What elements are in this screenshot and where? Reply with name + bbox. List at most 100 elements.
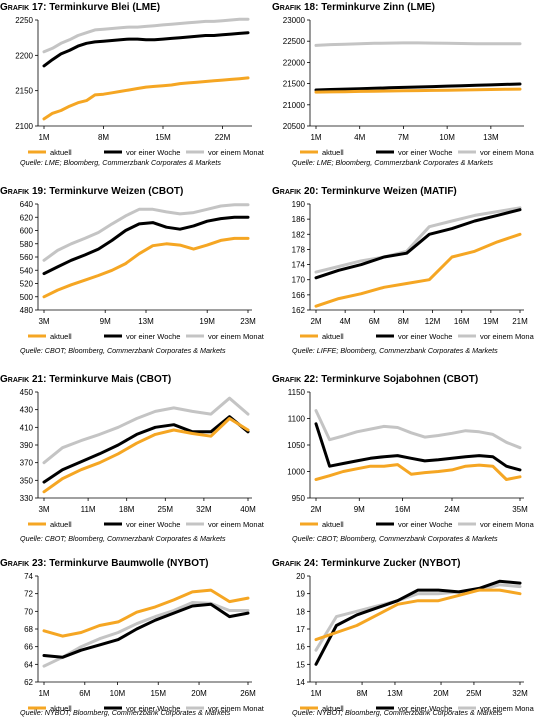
legend-label-aktuell: aktuell — [50, 148, 72, 157]
panel-blei: Grafik 17: Terminkurve Blei (LME) 2100 21… — [0, 2, 265, 172]
y-tick-label: 70 — [24, 607, 33, 616]
chart-title: Grafik 22: Terminkurve Sojabohnen (CBOT) — [272, 374, 478, 385]
chart-title-text: Terminkurve Zinn (LME) — [321, 2, 435, 13]
x-tick-label: 1M — [310, 133, 321, 142]
x-tick-label: 21M — [512, 317, 528, 326]
chart-label: Grafik 21: — [0, 374, 47, 385]
x-tick-label: 2M — [310, 505, 321, 514]
x-tick-label: 1M — [38, 133, 49, 142]
chart-blei: 2100 2150 2200 2250 1M 8M 15M 22M aktuell vor ein… — [15, 16, 265, 157]
y-tick-label: 2150 — [15, 87, 33, 96]
x-tick-label: 32M — [512, 689, 528, 698]
x-tick-label: 8M — [357, 689, 368, 698]
panel-weizen-matif: Grafik 20: Terminkurve Weizen (MATIF) 16… — [272, 186, 534, 356]
y-tick-label: 22000 — [283, 58, 306, 67]
y-tick-label: 350 — [20, 476, 34, 485]
series-line-vor-einem-monat — [314, 41, 522, 47]
x-tick-label: 12M — [425, 317, 441, 326]
panel-zinn: Grafik 18: Terminkurve Zinn (LME) 20500 2… — [272, 2, 534, 172]
series-line-vor-einer-woche — [42, 215, 250, 276]
y-tick-label: 620 — [20, 213, 34, 222]
y-tick-label: 330 — [20, 494, 34, 503]
chart-zinn: 20500 21000 21500 22000 22500 23000 1M 4M 7M 10M 1… — [283, 16, 534, 157]
series-line-aktuell — [42, 417, 250, 494]
legend-label-vor-einem-monat: vor einem Monat — [208, 332, 265, 341]
x-tick-label: 22M — [215, 133, 231, 142]
chart-title-text: Terminkurve Weizen (MATIF) — [321, 186, 457, 197]
chart-source: Quelle: LME; Bloomberg, Commerzbank Corp… — [20, 158, 221, 167]
y-tick-label: 15 — [296, 660, 305, 669]
y-tick-label: 162 — [292, 306, 306, 315]
x-tick-label: 26M — [240, 689, 256, 698]
series-line-vor-einer-woche — [314, 208, 522, 280]
y-tick-label: 450 — [20, 388, 34, 397]
y-tick-label: 166 — [292, 291, 306, 300]
x-tick-label: 4M — [354, 133, 365, 142]
chart-title: Grafik 20: Terminkurve Weizen (MATIF) — [272, 186, 457, 197]
chart-title: Grafik 21: Terminkurve Mais (CBOT) — [0, 374, 171, 385]
legend-label-vor-einer-woche: vor einer Woche — [398, 704, 452, 713]
y-tick-label: 16 — [296, 643, 305, 652]
x-tick-label: 13M — [138, 317, 154, 326]
series-line-vor-einem-monat — [42, 203, 250, 262]
y-tick-label: 600 — [20, 227, 34, 236]
series-line-aktuell — [42, 76, 250, 121]
y-tick-label: 72 — [24, 590, 33, 599]
y-tick-label: 19 — [296, 590, 305, 599]
chart-title-text: Terminkurve Baumwolle (NYBOT) — [49, 558, 209, 569]
y-tick-label: 178 — [292, 245, 306, 254]
y-tick-label: 20500 — [283, 122, 306, 131]
chart-label: Grafik 17: — [0, 2, 47, 13]
y-tick-label: 520 — [20, 280, 34, 289]
y-tick-label: 370 — [20, 459, 34, 468]
chart-weizen-cbot: 480 500 520 540 560 580 600 620 640 3M 9M 13M 19M 23M… — [20, 200, 265, 341]
series-line-vor-einem-monat — [314, 583, 522, 652]
x-tick-label: 9M — [354, 505, 365, 514]
series-line-vor-einer-woche — [42, 415, 250, 484]
y-tick-label: 1150 — [288, 388, 306, 397]
legend-label-vor-einer-woche: vor einer Woche — [126, 148, 180, 157]
y-tick-label: 182 — [292, 230, 306, 239]
y-tick-label: 480 — [20, 306, 34, 315]
y-tick-label: 20 — [296, 572, 305, 581]
y-tick-label: 430 — [20, 406, 34, 415]
legend-label-aktuell: aktuell — [322, 520, 344, 529]
y-tick-label: 68 — [24, 625, 33, 634]
series-line-vor-einem-monat — [314, 409, 522, 450]
x-tick-label: 6M — [79, 689, 90, 698]
panel-baumwolle: Grafik 23: Terminkurve Baumwolle (NYBOT)… — [0, 558, 265, 728]
chart-sojabohnen: 950 1000 1050 1100 1150 2M 9M 16M 24M 35M aktuell v… — [287, 388, 534, 529]
series-line-vor-einer-woche — [42, 31, 250, 68]
series-line-aktuell — [314, 588, 522, 642]
chart-label: Grafik 24: — [272, 558, 319, 569]
series-line-vor-einem-monat — [314, 206, 522, 274]
chart-title: Grafik 24: Terminkurve Zucker (NYBOT) — [272, 558, 460, 569]
chart-title-text: Terminkurve Weizen (CBOT) — [49, 186, 184, 197]
x-tick-label: 19M — [483, 317, 499, 326]
y-tick-label: 1050 — [287, 441, 305, 450]
chart-weizen-matif: 162 166 170 174 178 182 186 190 2M 4M 6M 8M 12M 16M 19… — [292, 200, 534, 341]
y-tick-label: 64 — [24, 660, 33, 669]
chart-source: Quelle: CBOT; Bloomberg, Commerzbank Cor… — [292, 534, 498, 543]
chart-title: Grafik 18: Terminkurve Zinn (LME) — [272, 2, 435, 13]
x-tick-label: 13M — [483, 133, 499, 142]
legend-label-vor-einem-monat: vor einem Monat — [208, 520, 265, 529]
chart-label: Grafik 23: — [0, 558, 47, 569]
legend-label-aktuell: aktuell — [322, 704, 344, 713]
y-tick-label: 950 — [292, 494, 306, 503]
x-tick-label: 9M — [100, 317, 111, 326]
legend-label-vor-einem-monat: vor einem Monat — [480, 332, 534, 341]
x-tick-label: 18M — [119, 505, 135, 514]
y-tick-label: 410 — [20, 423, 34, 432]
x-tick-label: 8M — [398, 317, 409, 326]
y-tick-label: 22500 — [283, 37, 306, 46]
chart-source: Quelle: CBOT; Bloomberg, Commerzbank Cor… — [20, 534, 226, 543]
series-line-vor-einer-woche — [314, 579, 522, 666]
legend-label-vor-einer-woche: vor einer Woche — [126, 520, 180, 529]
x-tick-label: 32M — [196, 505, 212, 514]
x-tick-label: 3M — [38, 317, 49, 326]
chart-label: Grafik 18: — [272, 2, 319, 13]
series-line-aktuell — [314, 87, 522, 94]
y-tick-label: 500 — [20, 293, 34, 302]
